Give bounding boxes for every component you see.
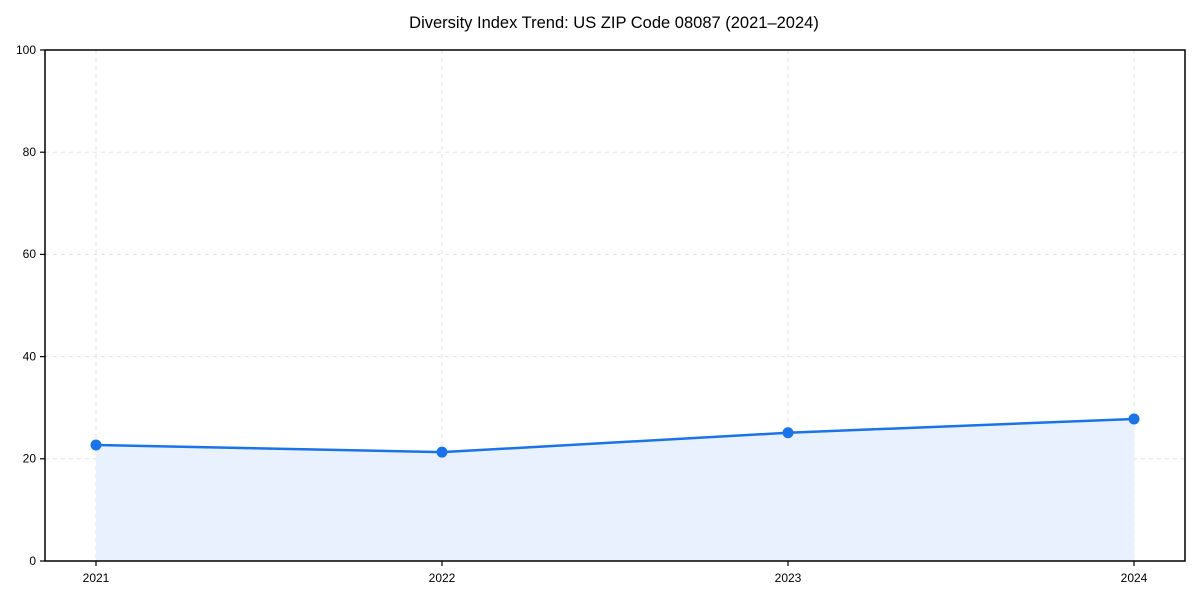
series-layer xyxy=(90,413,1140,561)
data-point-2022 xyxy=(436,446,448,458)
axes-layer: 0 20 40 60 80 100 2021 2022 2023 2024 xyxy=(16,43,1186,585)
y-tick-label: 80 xyxy=(23,145,37,159)
chart-title: Diversity Index Trend: US ZIP Code 08087… xyxy=(409,14,819,32)
data-line xyxy=(94,417,1136,454)
x-tick-label: 2022 xyxy=(429,571,456,585)
area-fill xyxy=(96,418,1134,561)
x-tick-label: 2024 xyxy=(1121,571,1148,585)
y-tick-label: 100 xyxy=(16,43,36,57)
data-point-2024 xyxy=(1128,413,1140,425)
data-point-2021 xyxy=(90,439,102,451)
plot-frame xyxy=(44,49,1186,562)
x-tick-label: 2023 xyxy=(775,571,802,585)
y-tick-label: 60 xyxy=(23,247,37,261)
y-tick-label: 0 xyxy=(29,554,36,568)
data-point-2023 xyxy=(782,427,794,439)
y-tick-label: 40 xyxy=(23,349,37,363)
y-tick-label: 20 xyxy=(23,452,37,466)
x-tick-label: 2021 xyxy=(83,571,110,585)
